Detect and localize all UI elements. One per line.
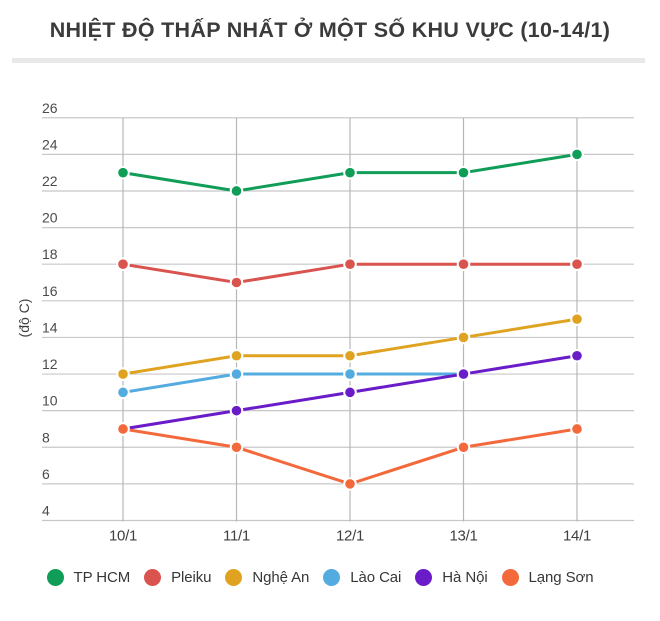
- legend-item-5: Lạng Sơn: [501, 568, 594, 586]
- marker-dot: [458, 332, 469, 343]
- marker-dot: [118, 424, 128, 434]
- marker-dot: [118, 387, 128, 398]
- marker-dot: [345, 479, 355, 489]
- x-tick-label: 14/1: [563, 528, 591, 545]
- legend-label: TP HCM: [73, 568, 131, 586]
- marker-dot: [345, 369, 355, 379]
- legend-swatch: [144, 568, 162, 586]
- marker-dot: [345, 259, 355, 270]
- marker-dot: [118, 259, 128, 270]
- chart-legend: TP HCM Pleiku Nghệ An Lào Cai Hà Nội Lạng Sơn: [0, 564, 650, 590]
- legend-label: Hà Nội: [442, 568, 488, 586]
- y-tick-label: 16: [42, 283, 58, 299]
- y-tick-label: 18: [42, 246, 58, 262]
- series-2: [116, 312, 584, 381]
- series-0: [116, 147, 584, 198]
- marker-dot: [458, 259, 469, 270]
- marker-dot: [572, 350, 582, 361]
- marker-dot: [231, 405, 242, 416]
- y-tick-label: 14: [42, 319, 58, 335]
- series-1: [116, 257, 584, 290]
- marker-dot: [458, 442, 469, 453]
- legend-label: Lạng Sơn: [528, 568, 594, 586]
- x-tick-label: 13/1: [450, 528, 478, 545]
- marker-dot: [458, 369, 469, 379]
- y-tick-label: 26: [42, 100, 58, 116]
- legend-item-2: Nghệ An: [225, 568, 310, 586]
- y-tick-label: 8: [42, 429, 50, 445]
- title-divider: [12, 58, 645, 63]
- y-tick-label: 24: [42, 136, 58, 152]
- legend-swatch: [46, 568, 64, 586]
- marker-dot: [118, 167, 128, 178]
- marker-dot: [572, 314, 582, 324]
- y-tick-label: 22: [42, 173, 58, 189]
- legend-swatch: [415, 568, 433, 586]
- legend-item-1: Pleiku: [144, 568, 212, 586]
- line-chart-plot: 4 6 8 10 12 14 16 18 20 22 24 26 10/1 11/1 12/1 13/1 14/…: [42, 100, 634, 545]
- y-tick-label: 10: [42, 393, 58, 409]
- legend-item-3: Lào Cai: [323, 568, 402, 586]
- marker-dot: [572, 149, 582, 160]
- y-tick-label: 20: [42, 210, 58, 226]
- legend-item-4: Hà Nội: [415, 568, 488, 586]
- legend-swatch: [501, 568, 519, 586]
- marker-dot: [572, 259, 582, 270]
- legend-item-0: TP HCM: [46, 568, 131, 586]
- legend-label: Lào Cai: [350, 568, 402, 586]
- y-tick-label: 12: [42, 356, 58, 372]
- series-5: [116, 422, 584, 491]
- marker-dot: [572, 424, 582, 434]
- marker-dot: [231, 350, 242, 361]
- x-tick-label: 10/1: [109, 528, 137, 545]
- marker-dot: [345, 167, 355, 178]
- marker-dot: [231, 277, 242, 288]
- y-tick-label: 4: [42, 503, 50, 519]
- legend-swatch: [225, 568, 243, 586]
- marker-dot: [345, 350, 355, 361]
- x-tick-label: 12/1: [336, 528, 364, 545]
- legend-swatch: [323, 568, 341, 586]
- series-3: [116, 367, 471, 400]
- series-line: [122, 372, 464, 394]
- chart-title: NHIỆT ĐỘ THẤP NHẤT Ở MỘT SỐ KHU VỰC (10-…: [49, 18, 611, 42]
- legend-label: Pleiku: [171, 568, 212, 586]
- marker-dot: [231, 369, 242, 379]
- legend-label: Nghệ An: [252, 568, 310, 586]
- y-grid-group: 4 6 8 10 12 14 16 18 20 22 24 26: [42, 100, 634, 522]
- marker-dot: [345, 387, 355, 398]
- marker-dot: [118, 369, 128, 379]
- marker-dot: [231, 442, 242, 453]
- x-tick-label: 11/1: [223, 528, 250, 545]
- y-tick-label: 6: [42, 466, 50, 482]
- marker-dot: [231, 186, 242, 196]
- marker-dot: [458, 167, 469, 178]
